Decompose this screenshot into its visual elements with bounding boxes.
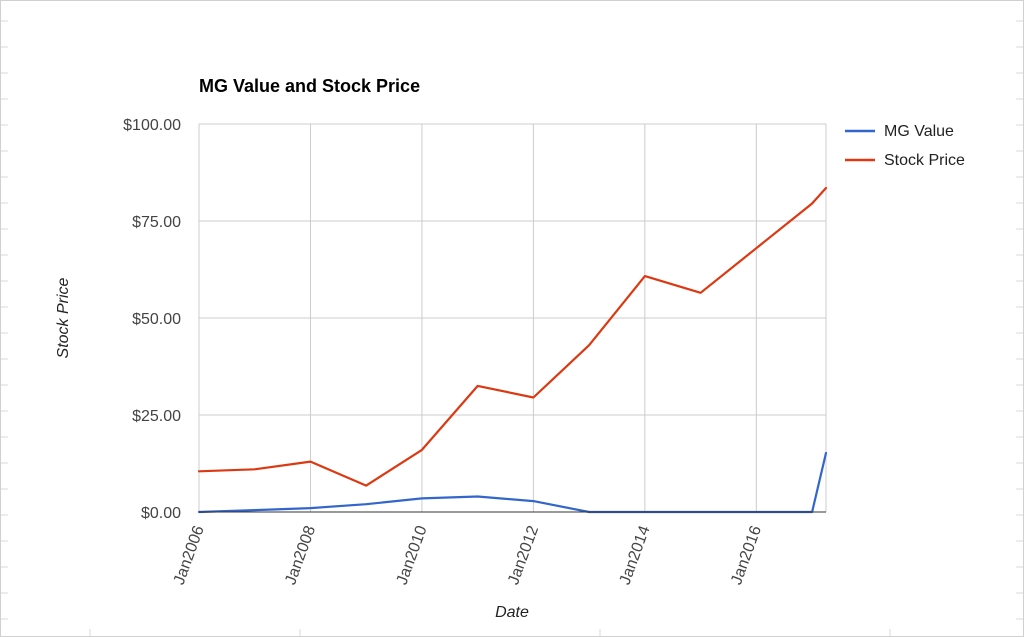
series-line-mg-value	[197, 451, 828, 514]
chart-title: MG Value and Stock Price	[199, 76, 420, 96]
legend-label: Stock Price	[884, 152, 965, 169]
series-lines	[197, 186, 828, 514]
x-tick-label: Jan2010	[394, 523, 431, 587]
x-axis-label: Date	[495, 604, 529, 621]
x-tick-label: Jan2014	[617, 523, 654, 587]
y-tick-label: $75.00	[132, 214, 181, 231]
x-tick-label: Jan2006	[171, 523, 208, 587]
gridlines	[198, 123, 827, 513]
series-line-stock-price	[197, 186, 828, 487]
y-tick-label: $0.00	[141, 505, 181, 522]
legend: MG Value Stock Price	[845, 123, 965, 169]
y-axis-ticks: $0.00 $25.00 $50.00 $75.00 $100.00	[123, 117, 181, 522]
x-tick-label: Jan2016	[728, 523, 765, 587]
y-tick-label: $100.00	[123, 117, 181, 134]
x-axis-ticks: Jan2006 Jan2008 Jan2010 Jan2012 Jan2014 Jan20…	[171, 523, 765, 587]
y-axis-label: Stock Price	[55, 277, 72, 358]
x-tick-label: Jan2012	[505, 523, 542, 587]
legend-label: MG Value	[884, 123, 954, 140]
x-tick-label: Jan2008	[282, 523, 319, 587]
y-tick-label: $50.00	[132, 311, 181, 328]
y-tick-label: $25.00	[132, 408, 181, 425]
